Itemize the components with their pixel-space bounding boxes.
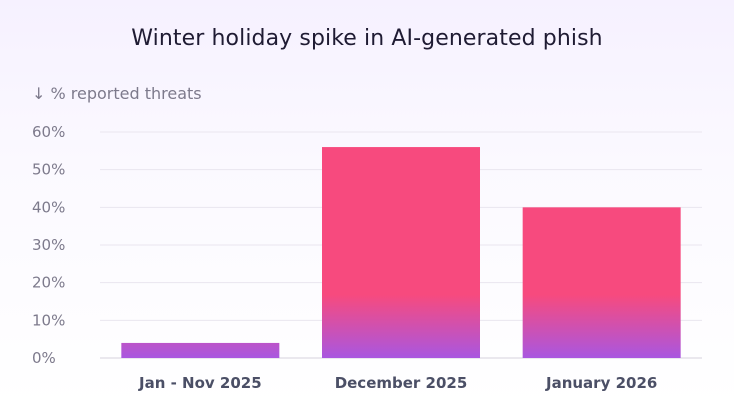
- y-tick-label: 0%: [32, 349, 56, 367]
- x-tick-label: January 2026: [545, 374, 657, 392]
- y-tick-label: 60%: [32, 123, 65, 141]
- y-tick-labels: 0% 10% 20% 30% 40% 50% 60%: [32, 123, 65, 367]
- x-tick-label: December 2025: [335, 374, 468, 392]
- y-axis-label: ↓ % reported threats: [32, 84, 202, 103]
- x-tick-label: Jan - Nov 2025: [138, 374, 262, 392]
- bar: [322, 147, 480, 358]
- bar: [121, 342, 280, 358]
- y-tick-label: 30%: [32, 236, 65, 254]
- chart-title: Winter holiday spike in AI-generated phi…: [131, 26, 603, 51]
- bar: [522, 207, 681, 358]
- y-tick-label: 10%: [32, 311, 65, 329]
- bars: [121, 147, 681, 358]
- x-tick-labels: Jan - Nov 2025 December 2025 January 2026: [138, 374, 657, 392]
- y-tick-label: 50%: [32, 161, 65, 179]
- y-tick-label: 40%: [32, 198, 65, 216]
- y-tick-label: 20%: [32, 274, 65, 292]
